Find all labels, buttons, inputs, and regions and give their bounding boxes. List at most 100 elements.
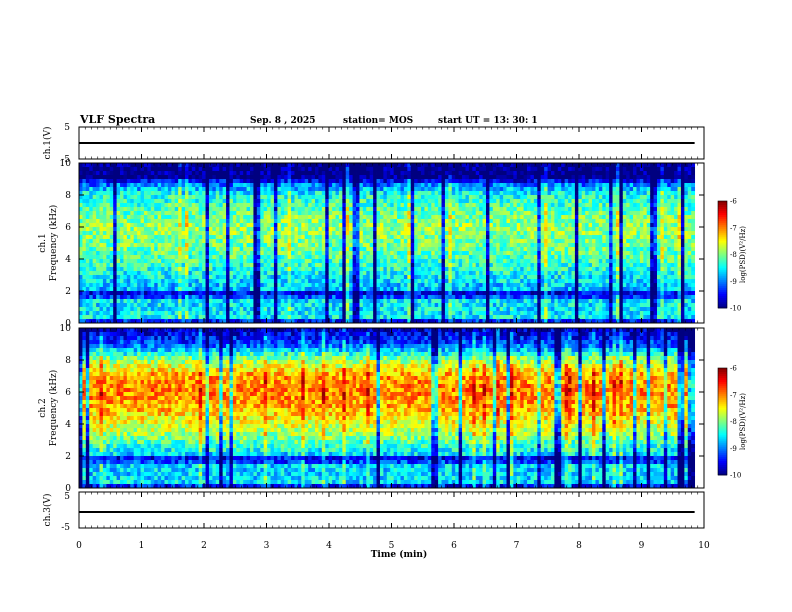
ch1-spectrogram-cell — [414, 307, 418, 312]
ch1-spectrogram-cell — [263, 235, 268, 240]
ch1-spectrogram-cell — [181, 203, 186, 208]
ch1-spectrogram-cell — [383, 267, 388, 272]
ch1-spectrogram-cell — [215, 263, 220, 268]
ch1-spectrogram-cell — [496, 171, 501, 176]
ch1-spectrogram-cell — [270, 215, 275, 220]
ch1-spectrogram-cell — [400, 207, 405, 212]
ch1-spectrogram-cell — [294, 235, 299, 240]
ch1-spectrogram-cell — [352, 167, 357, 172]
ch1-spectrogram-cell — [342, 271, 347, 276]
ch1-spectrogram-cell — [472, 207, 477, 212]
ch1-spectrogram-cell — [486, 215, 490, 220]
ch1-spectrogram-cell — [301, 315, 306, 320]
ch1-spectrogram-cell — [226, 311, 230, 316]
ch1-spectrogram-cell — [246, 215, 251, 220]
ch1-spectrogram-cell — [164, 251, 169, 256]
ch1-spectrogram-cell — [462, 295, 466, 300]
ch1-spectrogram-cell — [277, 239, 282, 244]
ch1-spectrogram-cell — [287, 271, 292, 276]
ch1-spectrogram-cell — [174, 311, 179, 316]
ch1-spectrogram-cell — [243, 183, 247, 188]
ch1-spectrogram-cell — [482, 307, 487, 312]
ch1-spectrogram-cell — [253, 267, 258, 272]
ch1-spectrogram-cell — [243, 179, 247, 184]
ch1-spectrogram-cell — [359, 219, 364, 224]
ch1-spectrogram-cell — [185, 239, 189, 244]
ch1-spectrogram-cell — [379, 199, 384, 204]
ch1-spectrogram-cell — [373, 279, 377, 284]
ch1-spectrogram-cell — [424, 203, 429, 208]
ch1-spectrogram-cell — [116, 199, 121, 204]
ch1-spectrogram-cell — [321, 255, 326, 260]
ch1-spectrogram-cell — [393, 295, 398, 300]
ch1-spectrogram-cell — [462, 187, 466, 192]
ch1-spectrogram-cell — [291, 163, 295, 168]
ch1-spectrogram-cell — [314, 239, 319, 244]
ch1-spectrogram-cell — [465, 255, 470, 260]
ch1-spectrogram-cell — [277, 223, 282, 228]
ch1-spectrogram-cell — [397, 231, 401, 236]
ch1-spectrogram-cell — [366, 163, 371, 168]
ch1-spectrogram-cell — [458, 211, 463, 216]
ch1-spectrogram-cell — [421, 303, 425, 308]
ch1-spectrogram-cell — [270, 263, 275, 268]
ch1-spectrogram-cell — [304, 215, 309, 220]
ch1-spectrogram-cell — [85, 315, 90, 320]
ch1-spectrogram-cell — [431, 239, 436, 244]
ch1-spectrogram-cell — [178, 271, 182, 276]
ch1-spectrogram-cell — [137, 223, 141, 228]
ch1-spectrogram-cell — [304, 235, 309, 240]
ch1-spectrogram-cell — [236, 203, 241, 208]
ch1-spectrogram-cell — [472, 279, 477, 284]
ch1-spectrogram-cell — [157, 243, 162, 248]
ch1-spectrogram-cell — [92, 303, 97, 308]
ch1-spectrogram-cell — [126, 259, 131, 264]
ch1-spectrogram-cell — [356, 311, 360, 316]
ch1-spectrogram-cell — [335, 287, 340, 292]
ch1-spectrogram-cell — [352, 187, 357, 192]
ch1-spectrogram-cell — [253, 263, 258, 268]
ch1-spectrogram-cell — [181, 199, 186, 204]
ch1-spectrogram-cell — [222, 183, 227, 188]
ch1-spectrogram-cell — [390, 247, 395, 252]
ch1-spectrogram-cell — [208, 191, 213, 196]
ch1-spectrogram-cell — [393, 203, 398, 208]
ch1-spectrogram-cell — [410, 279, 415, 284]
ch1-spectrogram-cell — [441, 239, 446, 244]
ch1-spectrogram-cell — [236, 255, 241, 260]
ch1-spectrogram-cell — [362, 219, 367, 224]
ch1-spectrogram-cell — [441, 307, 446, 312]
ch1-spectrogram-cell — [232, 175, 237, 180]
ch1-spectrogram-cell — [92, 235, 97, 240]
ch1-spectrogram-cell — [462, 203, 466, 208]
ch1-spectrogram-cell — [403, 247, 408, 252]
ch1-spectrogram-cell — [280, 319, 285, 324]
ch1-spectrogram-cell — [277, 235, 282, 240]
ch1-spectrogram-cell — [246, 279, 251, 284]
ch1-spectrogram-cell — [202, 311, 206, 316]
ch1-spectrogram-cell — [116, 171, 121, 176]
ch1-spectrogram-cell — [294, 183, 299, 188]
ch1-spectrogram-cell — [212, 271, 217, 276]
ch1-spectrogram-cell — [448, 287, 453, 292]
ch1-spectrogram-cell — [301, 247, 306, 252]
ch1-spectrogram-cell — [102, 275, 107, 280]
ch1-spectrogram-cell — [273, 279, 278, 284]
ch1-spectrogram-cell — [434, 199, 439, 204]
ch1-spectrogram-cell — [120, 175, 124, 180]
ch1-spectrogram-cell — [489, 175, 494, 180]
ch1-spectrogram-cell — [256, 259, 261, 264]
ch1-spectrogram-cell — [332, 223, 336, 228]
ch1-spectrogram-cell — [215, 243, 220, 248]
ch1-spectrogram-cell — [335, 227, 340, 232]
ch1-spectrogram-cell — [410, 259, 415, 264]
ch1-spectrogram-cell — [157, 167, 162, 172]
ch1-spectrogram-cell — [280, 187, 285, 192]
ch1-spectrogram-cell — [444, 183, 449, 188]
ch1-spectrogram-cell — [294, 227, 299, 232]
ch1-spectrogram-cell — [417, 315, 422, 320]
ch1-spectrogram-cell — [116, 227, 121, 232]
ch1-spectrogram-cell — [318, 243, 323, 248]
ch1-spectrogram-cell — [383, 255, 388, 260]
ch1-spectrogram-cell — [133, 263, 138, 268]
